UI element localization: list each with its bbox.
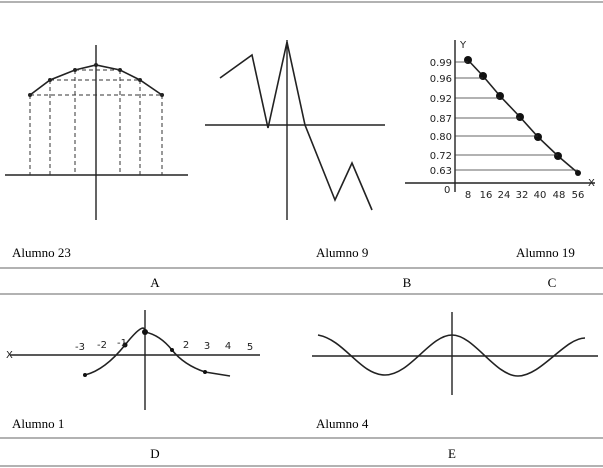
tick-label: 0.72 — [430, 151, 452, 162]
tick-label: 0.80 — [430, 132, 452, 143]
tick-label: 5 — [247, 342, 253, 353]
tick-label: 2 — [183, 340, 189, 351]
tick-label: -2 — [97, 340, 107, 351]
tick-label: 4 — [225, 341, 231, 352]
tick-label: 8 — [465, 190, 471, 201]
caption: Alumno 23 — [12, 245, 71, 260]
tick-label: 0.96 — [430, 74, 452, 85]
panel-letter: A — [150, 275, 160, 290]
caption: Alumno 1 — [12, 416, 64, 431]
tick-label: 48 — [553, 190, 566, 201]
tick-label: 0.99 — [430, 58, 452, 69]
axis-label: Y — [459, 40, 467, 51]
panel-letter: C — [548, 275, 557, 290]
panel-c-graph — [405, 40, 595, 192]
axis-label: X — [6, 350, 13, 361]
tick-label: 32 — [516, 190, 529, 201]
panel-d-graph — [10, 310, 260, 410]
tick-label: 40 — [534, 190, 547, 201]
axis-label: 0 — [444, 185, 450, 196]
panel-e-graph — [312, 312, 598, 395]
panel-a-graph — [5, 45, 188, 220]
tick-label: 16 — [480, 190, 493, 201]
caption: Alumno 19 — [516, 245, 575, 260]
tick-label: 0.63 — [430, 166, 452, 177]
panel-letter: B — [403, 275, 412, 290]
tick-label: 56 — [572, 190, 585, 201]
tick-label: 24 — [498, 190, 511, 201]
caption: Alumno 4 — [316, 416, 369, 431]
tick-label: -3 — [75, 342, 85, 353]
tick-label: 3 — [204, 341, 210, 352]
tick-label: -1 — [117, 338, 127, 349]
panel-letter: E — [448, 446, 456, 461]
panel-letter: D — [150, 446, 159, 461]
panel-b-graph — [205, 40, 385, 220]
tick-label: 0.92 — [430, 94, 452, 105]
caption: Alumno 9 — [316, 245, 368, 260]
axis-label: X — [588, 178, 595, 189]
tick-label: 0.87 — [430, 114, 452, 125]
